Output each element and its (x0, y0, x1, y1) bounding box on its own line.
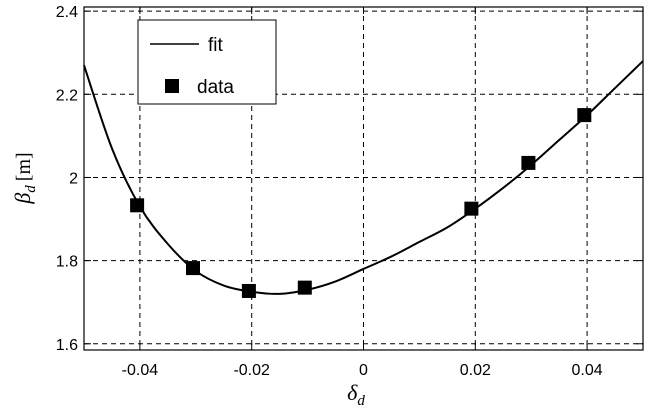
x-tick-label: -0.04 (122, 362, 159, 379)
x-axis: -0.04 -0.02 0 0.02 0.04 (122, 7, 603, 379)
x-tick-label: 0 (359, 362, 368, 379)
data-point (241, 283, 256, 298)
y-axis-label: βd[m] (10, 152, 39, 204)
y-tick-label: 2 (69, 170, 78, 187)
legend-fit-label: fit (208, 35, 224, 56)
legend-box (137, 19, 277, 105)
legend-data-label: data (197, 77, 234, 98)
x-axis-label: δd (347, 380, 365, 409)
y-tick-label: 2.4 (56, 4, 78, 21)
y-axis: 1.6 1.8 2 2.2 2.4 (56, 4, 643, 354)
data-point (521, 155, 536, 170)
data-series (130, 108, 592, 298)
data-point (464, 201, 479, 216)
data-point (186, 261, 201, 276)
data-point (130, 198, 145, 213)
legend: fit data (137, 19, 277, 105)
fit-line (83, 60, 644, 295)
y-tick-label: 1.8 (56, 254, 78, 271)
y-tick-label: 2.2 (56, 87, 78, 104)
x-tick-label: 0.04 (572, 362, 603, 379)
x-tick-label: -0.02 (233, 362, 270, 379)
x-tick-label: 0.02 (460, 362, 491, 379)
data-point (577, 108, 592, 123)
legend-data-marker (165, 79, 179, 93)
fit-series (83, 60, 644, 295)
y-tick-label: 1.6 (56, 337, 78, 354)
data-point (297, 280, 312, 295)
